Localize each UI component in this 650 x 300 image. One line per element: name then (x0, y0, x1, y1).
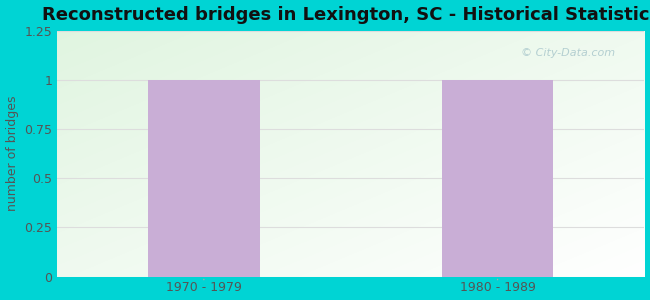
Title: Reconstructed bridges in Lexington, SC - Historical Statistics: Reconstructed bridges in Lexington, SC -… (42, 6, 650, 24)
Bar (148, 80, 259, 277)
Bar (442, 80, 553, 277)
Text: © City-Data.com: © City-Data.com (521, 48, 615, 58)
Y-axis label: number of bridges: number of bridges (6, 96, 19, 212)
